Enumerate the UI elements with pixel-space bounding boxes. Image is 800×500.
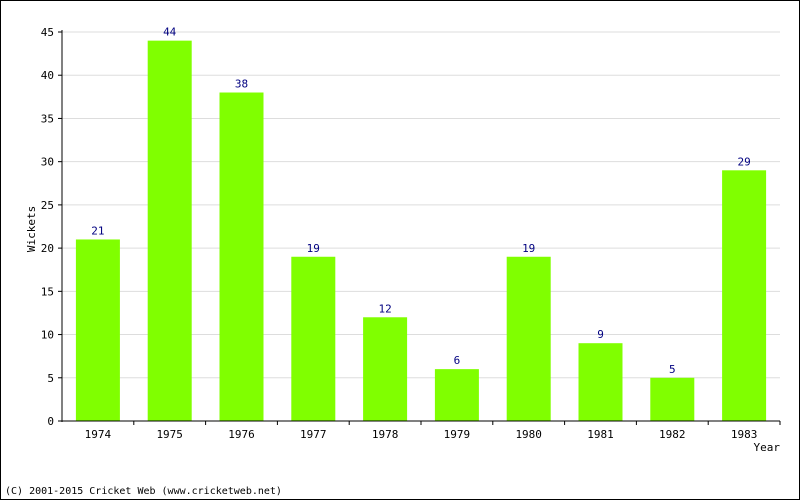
copyright-footer: (C) 2001-2015 Cricket Web (www.cricketwe… <box>5 486 282 497</box>
y-tick-label: 45 <box>41 26 54 39</box>
y-tick-label: 35 <box>41 112 54 125</box>
x-tick-label-1980: 1980 <box>515 428 542 441</box>
x-tick-label-1978: 1978 <box>372 428 399 441</box>
data-label-1982: 5 <box>669 363 676 376</box>
y-tick-label: 10 <box>41 329 54 342</box>
x-tick-label-1977: 1977 <box>300 428 327 441</box>
data-label-1979: 6 <box>454 354 461 367</box>
bar-1982 <box>650 377 695 421</box>
bar-1980 <box>506 256 551 421</box>
data-label-1975: 44 <box>163 26 177 39</box>
y-tick-label: 5 <box>47 372 54 385</box>
bar-1976 <box>219 92 264 421</box>
bar-1974 <box>75 239 120 421</box>
data-label-1983: 29 <box>737 155 750 168</box>
data-label-1974: 21 <box>91 224 104 237</box>
x-tick-label-1975: 1975 <box>156 428 183 441</box>
x-axis-title: Year <box>754 441 781 454</box>
bars <box>75 40 767 422</box>
data-label-1980: 19 <box>522 242 535 255</box>
x-tick-label-1976: 1976 <box>228 428 255 441</box>
bar-1981 <box>578 343 623 421</box>
axes <box>58 30 781 425</box>
bar-1983 <box>722 170 767 421</box>
bar-1979 <box>434 369 479 421</box>
data-label-1977: 19 <box>307 242 320 255</box>
y-tick-label: 20 <box>41 242 54 255</box>
labels: 0 5 10 15 20 25 30 35 40 45 21 1974 44 1975 38 1976 19 19… <box>41 26 758 441</box>
data-label-1978: 12 <box>378 302 391 315</box>
x-tick-label-1981: 1981 <box>587 428 614 441</box>
data-label-1981: 9 <box>597 328 604 341</box>
bar-1977 <box>291 256 336 421</box>
y-tick-label: 0 <box>47 415 54 428</box>
y-tick-label: 40 <box>41 69 54 82</box>
y-tick-label: 15 <box>41 285 54 298</box>
y-axis-title: Wickets <box>25 206 38 252</box>
x-tick-label-1979: 1979 <box>444 428 471 441</box>
data-label-1976: 38 <box>235 78 248 91</box>
x-tick-label-1983: 1983 <box>731 428 758 441</box>
bar-1975 <box>147 40 192 422</box>
y-tick-label: 25 <box>41 199 54 212</box>
y-tick-label: 30 <box>41 156 54 169</box>
x-tick-label-1974: 1974 <box>85 428 112 441</box>
bar-1978 <box>363 317 408 421</box>
x-tick-label-1982: 1982 <box>659 428 686 441</box>
